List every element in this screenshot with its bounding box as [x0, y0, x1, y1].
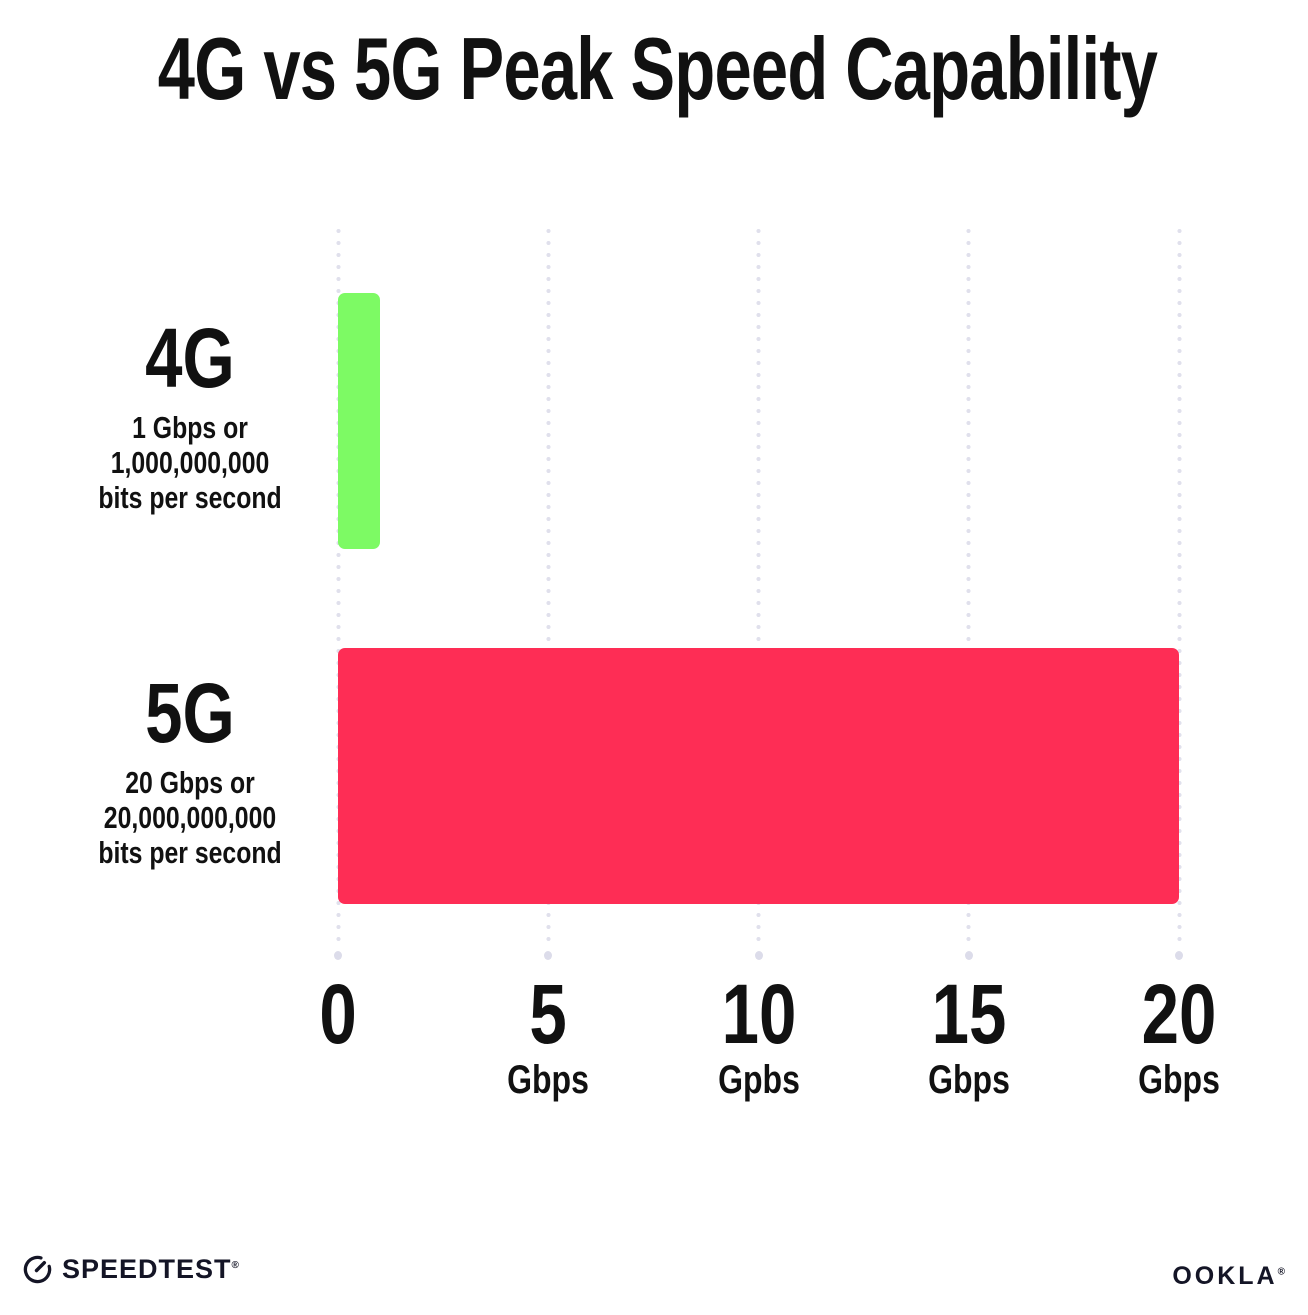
gridline-5	[544, 225, 553, 960]
x-tick-10-unit: Gpbs	[717, 1058, 800, 1102]
speedtest-logo: SPEEDTEST®	[22, 1254, 240, 1285]
x-tick-5: 5 Gbps	[444, 967, 652, 1102]
x-tick-20-unit: Gbps	[1138, 1058, 1220, 1102]
x-tick-20-value: 20	[1141, 967, 1217, 1061]
bar-5g	[338, 648, 1179, 904]
category-name-4g: 4G	[145, 311, 235, 405]
category-desc-5g-line1: 20 Gbps or	[125, 765, 255, 800]
category-desc-5g-line3: bits per second	[98, 835, 282, 870]
category-name-5g: 5G	[145, 666, 235, 760]
ookla-trademark: ®	[1277, 1266, 1288, 1278]
category-label-5g: 5G 20 Gbps or 20,000,000,000 bits per se…	[70, 666, 310, 870]
ookla-wordmark-text: OOKLA	[1172, 1262, 1278, 1290]
x-tick-0-unit	[234, 1060, 442, 1100]
ookla-wordmark: OOKLA®	[1172, 1262, 1288, 1290]
ookla-logo: OOKLA®	[1172, 1262, 1288, 1291]
speedtest-trademark: ®	[231, 1260, 240, 1271]
x-tick-5-value: 5	[529, 967, 567, 1061]
x-tick-5-unit: Gbps	[507, 1058, 590, 1102]
gridline-15	[964, 225, 973, 960]
category-desc-4g-line2: 1,000,000,000	[110, 445, 270, 480]
bar-4g	[338, 293, 381, 549]
gridline-0	[334, 225, 342, 960]
speedtest-gauge-icon	[22, 1254, 53, 1285]
x-tick-15-value: 15	[931, 967, 1007, 1061]
x-tick-0-value: 0	[319, 967, 357, 1061]
x-tick-10-value: 10	[721, 967, 796, 1061]
chart-title-row: 4G vs 5G Peak Speed Capability	[0, 18, 1308, 120]
category-desc-5g: 20 Gbps or 20,000,000,000 bits per secon…	[70, 765, 310, 870]
category-desc-5g-line2: 20,000,000,000	[103, 800, 277, 835]
category-desc-4g-line1: 1 Gbps or	[132, 410, 248, 445]
category-desc-4g: 1 Gbps or 1,000,000,000 bits per second	[70, 410, 310, 515]
speedtest-wordmark: SPEEDTEST®	[62, 1254, 240, 1285]
x-tick-10: 10 Gpbs	[655, 967, 863, 1102]
x-tick-20: 20 Gbps	[1075, 967, 1283, 1102]
plot-area	[334, 225, 1183, 960]
speedtest-wordmark-text: SPEEDTEST	[62, 1254, 232, 1284]
x-tick-0: 0	[234, 967, 442, 1100]
category-label-4g: 4G 1 Gbps or 1,000,000,000 bits per seco…	[70, 311, 310, 515]
gridline-20	[1175, 225, 1183, 960]
x-tick-15-unit: Gbps	[927, 1058, 1010, 1102]
x-tick-15: 15 Gbps	[865, 967, 1073, 1102]
chart-title: 4G vs 5G Peak Speed Capability	[157, 19, 1158, 118]
category-desc-4g-line3: bits per second	[98, 480, 282, 515]
gridline-10	[754, 225, 763, 960]
